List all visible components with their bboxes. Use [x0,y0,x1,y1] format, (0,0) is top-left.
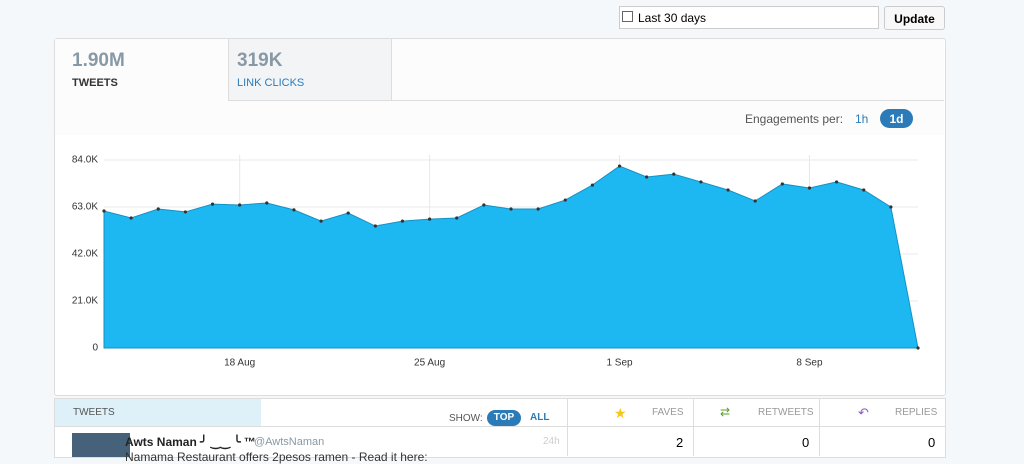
point [645,175,649,179]
point [699,180,703,184]
replies-value: 0 [928,435,936,450]
point [129,216,133,220]
faves-value: 2 [676,435,684,450]
retweets-header: RETWEETS [758,407,814,418]
show-label: SHOW: [449,413,483,424]
point [862,188,866,192]
point [346,211,350,215]
retweets-value: 0 [802,435,810,450]
tweet-text: Namama Restaurant offers 2pesos ramen - … [125,450,428,464]
tab-2[interactable] [228,39,392,101]
point [265,201,269,205]
calendar-icon [622,11,633,22]
col-sep [693,399,694,456]
x-tick-label: 18 Aug [224,358,255,369]
point [373,224,377,228]
update-button[interactable]: Update [884,6,945,30]
option-1h[interactable]: 1h [855,112,869,126]
tweet-name: Awts Naman ╯ ‿‿ ╰ ™ [125,435,256,449]
point [672,172,676,176]
point [183,210,187,214]
x-tick-label: 1 Sep [606,358,633,369]
y-tick-label: 21.0K [72,296,98,307]
engagements-label: Engagements per: [745,112,844,126]
point [590,183,595,187]
chart: 0 21.0K 42.0K 63.0K 84.0K 18 Aug 25 Aug 1 Sep 8 … [72,155,920,369]
point [835,180,839,184]
option-1d[interactable]: 1d [880,109,913,128]
tab-label: TWEETS [72,77,118,89]
point [292,208,296,212]
point [455,216,459,220]
point [102,209,106,213]
area [103,165,919,349]
avatar [72,433,130,457]
point [563,198,567,202]
point [319,219,323,223]
tweet-handle: @AwtsNaman [254,436,325,448]
point [536,207,540,211]
point [238,203,242,207]
point [428,217,432,221]
y-tick-label: 63.0K [72,202,98,213]
tab-value: 319K [237,50,283,71]
top-filter[interactable]: TOP [487,410,521,426]
point [210,202,215,206]
y-tick-label: 84.0K [72,155,98,166]
date-range[interactable]: Last 30 days [619,6,879,29]
point [617,164,622,168]
tab-line [392,100,944,101]
point [726,188,730,192]
point [482,203,486,207]
reply-icon: ↶ [858,405,869,420]
star-icon: ★ [614,405,627,421]
point [780,182,784,186]
tab-value: 1.90M [72,50,125,71]
point [509,207,513,211]
col-sep [819,399,820,456]
replies-header: REPLIES [895,407,938,418]
faves-header: FAVES [652,407,684,418]
point [916,346,920,350]
y-tick-label: 42.0K [72,249,98,260]
tweet-time: 24h [543,436,560,447]
panel-header [55,39,944,135]
y-tick-label: 0 [92,343,98,354]
x-tick-label: 8 Sep [796,358,823,369]
table-title: TWEETS [55,399,261,426]
point [753,199,757,203]
point [807,186,812,190]
retweet-icon: ⇄ [720,405,731,419]
point [156,207,160,211]
all-filter[interactable]: ALL [530,412,550,423]
x-tick-label: 25 Aug [414,358,445,369]
row-sep [55,426,945,427]
point [400,219,405,223]
range-text: Last 30 days [638,11,707,25]
col-sep [567,399,568,456]
tab-label: LINK CLICKS [237,77,305,89]
point [889,205,893,209]
